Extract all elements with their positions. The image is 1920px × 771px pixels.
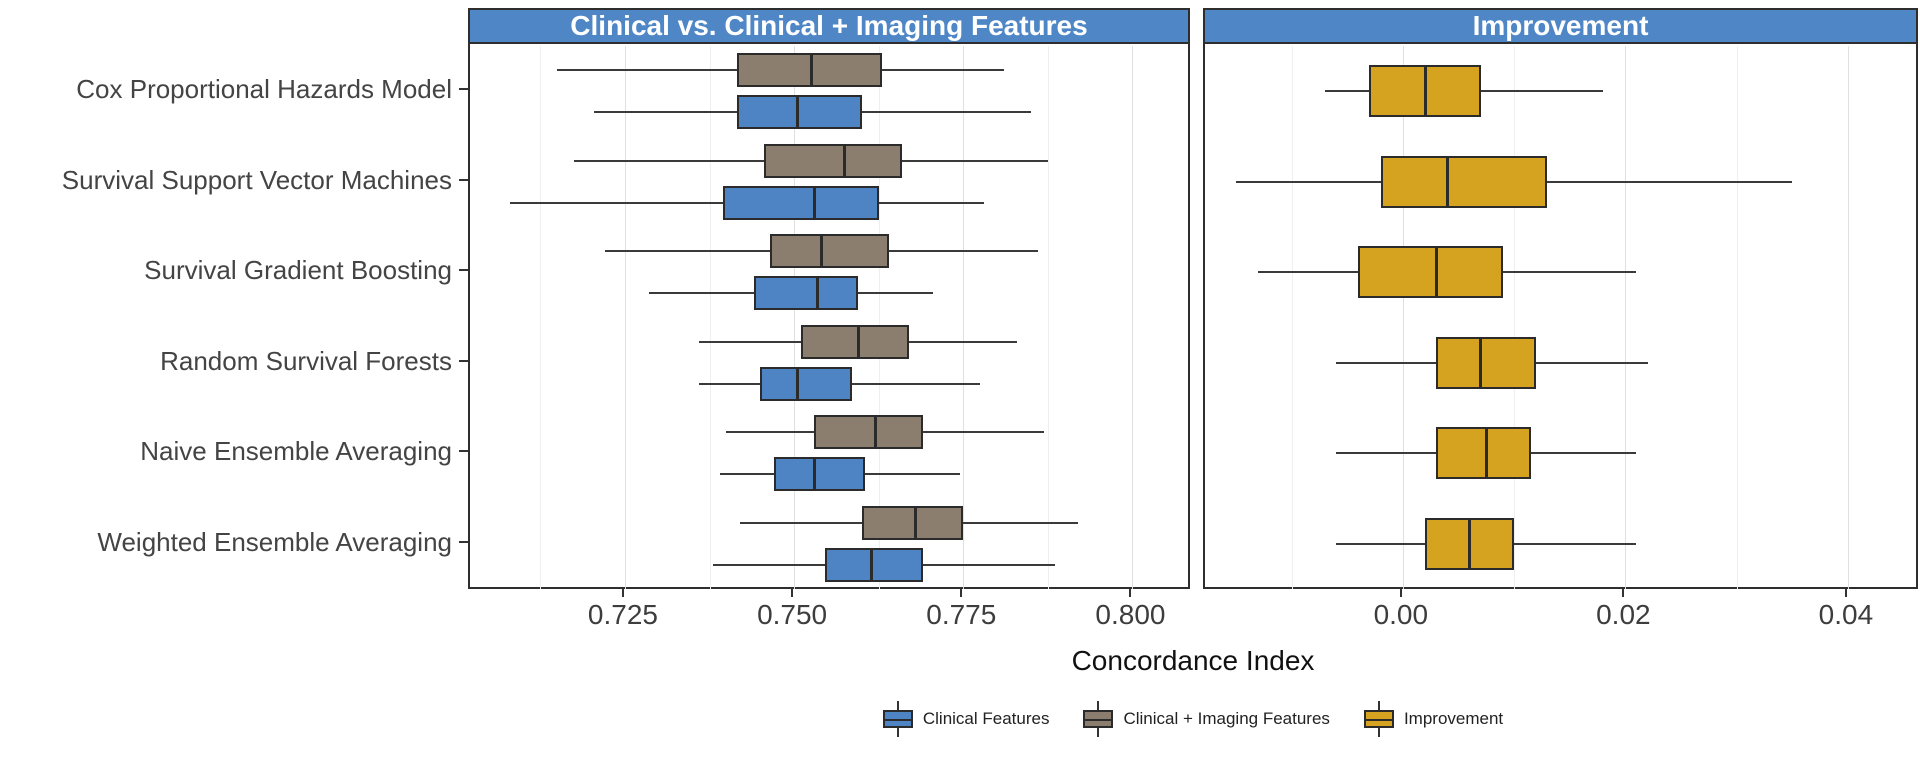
x-axis-title: Concordance Index <box>1071 645 1315 676</box>
panel-header-improvement: Improvement <box>1203 8 1918 42</box>
legend-item: Clinical + Imaging Features <box>1083 701 1330 737</box>
boxplot-median-line <box>796 366 799 401</box>
legend-median-line <box>1365 719 1392 721</box>
boxplot-median-line <box>1434 246 1438 299</box>
boxplot-key-icon <box>1363 701 1394 737</box>
gridline-minor <box>878 46 880 589</box>
boxplot-key-icon <box>1083 701 1114 737</box>
x-tick-label: 0.750 <box>757 599 828 630</box>
y-axis-tick <box>459 450 468 453</box>
y-category-label: Survival Gradient Boosting <box>144 255 452 286</box>
gridline-major <box>963 46 965 589</box>
gridline-minor <box>540 46 542 589</box>
gridline-minor <box>1514 46 1516 589</box>
legend-item: Improvement <box>1363 701 1504 737</box>
x-tick-label: 0.725 <box>587 599 658 630</box>
y-axis-tick <box>459 178 468 181</box>
boxplot-median-line <box>796 95 799 130</box>
gridline-major <box>1132 46 1134 589</box>
gridline-minor <box>1291 46 1293 589</box>
boxplot-box <box>800 324 910 359</box>
boxplot-median-line <box>819 234 823 269</box>
boxplot-box <box>1358 246 1503 299</box>
boxplot-median-line <box>809 53 813 88</box>
x-axis-tick <box>1399 589 1402 597</box>
boxplot-box <box>736 95 862 130</box>
boxplot-median-line <box>914 505 918 540</box>
legend-median-line <box>884 719 911 721</box>
legend-box <box>1083 710 1114 728</box>
panel-improvement <box>1203 42 1918 589</box>
x-tick-label: 0.04 <box>1818 599 1874 630</box>
panel-clinical-vs-imaging <box>468 42 1190 589</box>
boxplot-median-line <box>870 547 874 582</box>
boxplot-median-line <box>812 457 816 492</box>
boxplot-median-line <box>1479 336 1483 389</box>
x-axis-tick <box>1844 589 1847 597</box>
boxplot-box <box>723 185 879 220</box>
panel-title: Improvement <box>1472 10 1649 41</box>
legend-box <box>882 710 913 728</box>
gridline-major <box>794 46 796 589</box>
legend-median-line <box>1085 719 1112 721</box>
legend: Clinical Features Clinical + Imaging Feat… <box>468 697 1918 741</box>
legend-label: Clinical Features <box>922 709 1050 728</box>
x-axis-tick <box>1622 589 1625 597</box>
boxplot-median-line <box>816 276 820 311</box>
boxplot-box <box>770 234 889 269</box>
x-axis-tick <box>1129 589 1132 597</box>
panel-header-clinical-vs-imaging: Clinical vs. Clinical + Imaging Features <box>468 8 1190 42</box>
x-tick-label: 0.02 <box>1596 599 1651 630</box>
y-category-label: Weighted Ensemble Averaging <box>97 526 452 557</box>
y-category-label: Naive Ensemble Averaging <box>140 436 452 467</box>
boxplot-key-icon <box>882 701 913 737</box>
panel-title: Clinical vs. Clinical + Imaging Features <box>570 10 1088 41</box>
x-tick-label: 0.800 <box>1095 599 1166 630</box>
y-category-label: Random Survival Forests <box>160 345 452 376</box>
gridline-minor <box>1047 46 1049 589</box>
boxplot-box <box>736 53 883 88</box>
boxplot-box <box>861 505 964 540</box>
y-axis-tick <box>459 88 468 91</box>
boxplot-median-line <box>1484 427 1488 480</box>
x-axis-tick <box>960 589 963 597</box>
boxplot-median-line <box>1468 517 1472 570</box>
gridline-major <box>1402 46 1404 589</box>
boxplot-box <box>1436 427 1531 480</box>
boxplot-median-line <box>843 143 847 178</box>
boxplot-median-line <box>1445 155 1449 208</box>
boxplot-box <box>824 547 923 582</box>
legend-label: Clinical + Imaging Features <box>1123 709 1330 728</box>
boxplot-median-line <box>873 415 877 450</box>
x-axis-tick <box>621 589 624 597</box>
gridline-minor <box>709 46 711 589</box>
y-category-label: Survival Support Vector Machines <box>61 164 452 195</box>
x-tick-label: 0.775 <box>926 599 997 630</box>
gridline-minor <box>1736 46 1738 589</box>
boxplot-box <box>1380 155 1548 208</box>
gridline-major <box>1847 46 1849 589</box>
boxplot-median-line <box>812 185 816 220</box>
y-axis-tick <box>459 269 468 272</box>
x-tick-label: 0.00 <box>1373 599 1429 630</box>
legend-item: Clinical Features <box>882 701 1050 737</box>
boxplot-box <box>760 366 852 401</box>
boxplot-median-line <box>856 324 860 359</box>
y-axis-tick <box>459 359 468 362</box>
y-category-label: Cox Proportional Hazards Model <box>76 74 452 105</box>
boxplot-median-line <box>1423 65 1427 118</box>
boxplot-box <box>773 457 866 492</box>
y-axis-tick <box>459 540 468 543</box>
x-axis-tick <box>791 589 794 597</box>
boxplot-box <box>763 143 903 178</box>
gridline-major <box>1625 46 1627 589</box>
gridline-major <box>624 46 626 589</box>
legend-box <box>1363 710 1394 728</box>
boxplot-box <box>814 415 923 450</box>
boxplot-box <box>1436 336 1537 389</box>
legend-label: Improvement <box>1403 709 1504 728</box>
boxplot-box <box>753 276 859 311</box>
